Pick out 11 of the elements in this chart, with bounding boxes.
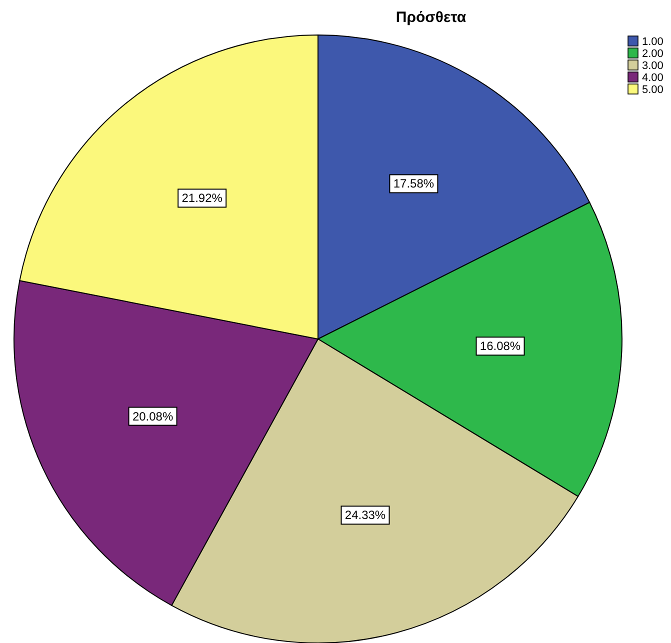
legend-label: 4.00 [642, 72, 664, 84]
data-label: 21.92% [182, 191, 223, 206]
legend-label: 2.00 [642, 48, 664, 60]
data-label: 16.08% [480, 339, 521, 354]
legend-label: 5.00 [642, 84, 664, 96]
data-label: 20.08% [132, 409, 174, 424]
legend-label: 1.00 [642, 36, 664, 48]
data-label: 24.33% [344, 508, 386, 522]
chart-title: Πρόσθετα [396, 9, 467, 26]
legend-label: 3.00 [642, 60, 664, 72]
data-label: 17.58% [393, 176, 434, 191]
